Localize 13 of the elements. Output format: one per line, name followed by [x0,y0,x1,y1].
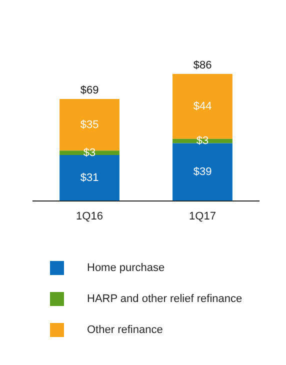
x-tick-label: 1Q16 [76,210,103,222]
total-label: $69 [80,84,99,97]
legend-label: Other refinance [87,324,163,336]
data-label: $44 [193,100,212,112]
legend-label: Home purchase [87,262,165,274]
data-label: $39 [193,166,212,178]
data-label: $35 [80,118,99,131]
data-label: $31 [80,172,99,184]
x-tick-label: 1Q17 [189,210,216,222]
legend-label: HARP and other relief refinance [87,292,242,304]
bar [60,155,120,201]
total-label: $86 [193,59,212,72]
bar [172,143,232,201]
